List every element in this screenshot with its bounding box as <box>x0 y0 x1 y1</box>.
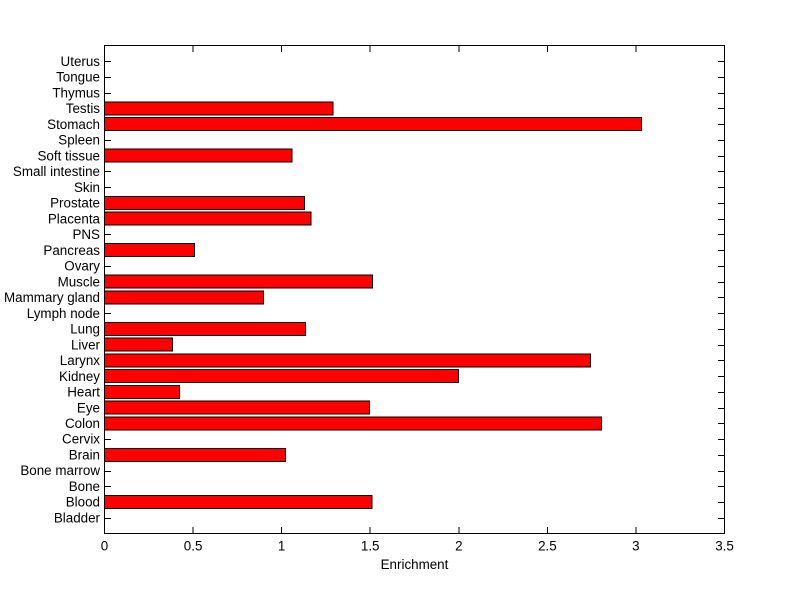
svg-text:Bone marrow: Bone marrow <box>20 463 100 478</box>
svg-text:2: 2 <box>455 538 462 553</box>
svg-text:Blood: Blood <box>66 495 100 510</box>
svg-text:Liver: Liver <box>71 337 101 352</box>
svg-text:Enrichment: Enrichment <box>381 557 449 572</box>
svg-text:Uterus: Uterus <box>61 54 101 69</box>
svg-text:0.5: 0.5 <box>184 538 203 553</box>
svg-text:2.5: 2.5 <box>538 538 557 553</box>
svg-text:Skin: Skin <box>74 180 100 195</box>
svg-text:3.5: 3.5 <box>715 538 734 553</box>
svg-text:Cervix: Cervix <box>62 432 100 447</box>
svg-text:Soft tissue: Soft tissue <box>37 148 100 163</box>
svg-text:Small intestine: Small intestine <box>13 164 100 179</box>
svg-text:Prostate: Prostate <box>50 196 100 211</box>
svg-text:Muscle: Muscle <box>58 274 100 289</box>
svg-text:Testis: Testis <box>66 101 101 116</box>
svg-text:Larynx: Larynx <box>60 353 100 368</box>
svg-text:Spleen: Spleen <box>58 133 100 148</box>
svg-text:Stomach: Stomach <box>47 117 100 132</box>
svg-text:Heart: Heart <box>67 385 100 400</box>
svg-text:Brain: Brain <box>69 448 100 463</box>
svg-text:0: 0 <box>101 538 108 553</box>
svg-text:Bone: Bone <box>69 479 100 494</box>
svg-text:Lymph node: Lymph node <box>27 306 100 321</box>
svg-text:Eye: Eye <box>77 400 100 415</box>
svg-text:Thymus: Thymus <box>52 85 100 100</box>
svg-text:PNS: PNS <box>72 227 100 242</box>
svg-text:Mammary gland: Mammary gland <box>4 290 100 305</box>
svg-text:1.5: 1.5 <box>361 538 380 553</box>
svg-text:Ovary: Ovary <box>64 259 100 274</box>
svg-text:Pancreas: Pancreas <box>43 243 100 258</box>
svg-text:Bladder: Bladder <box>54 511 101 526</box>
svg-text:Lung: Lung <box>70 322 100 337</box>
svg-text:3: 3 <box>632 538 639 553</box>
svg-text:Kidney: Kidney <box>59 369 100 384</box>
svg-text:1: 1 <box>278 538 285 553</box>
svg-text:Tongue: Tongue <box>56 70 100 85</box>
svg-text:Colon: Colon <box>65 416 100 431</box>
svg-text:Placenta: Placenta <box>48 211 101 226</box>
